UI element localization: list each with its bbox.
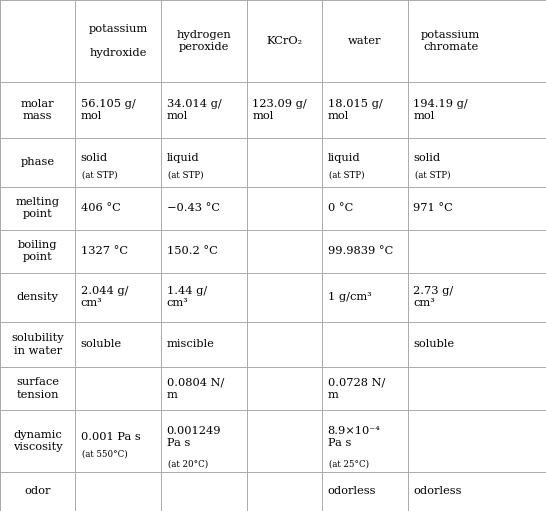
Text: potassium
chromate: potassium chromate — [421, 30, 480, 52]
Text: (at STP): (at STP) — [168, 171, 204, 180]
Text: dynamic
viscosity: dynamic viscosity — [13, 430, 62, 452]
Text: soluble: soluble — [81, 339, 122, 350]
Text: 18.015 g/
mol: 18.015 g/ mol — [328, 99, 382, 121]
Text: 0.001 Pa s: 0.001 Pa s — [81, 432, 140, 442]
Text: 0.0728 N/
m: 0.0728 N/ m — [328, 378, 385, 400]
Text: liquid: liquid — [328, 153, 360, 163]
Text: 0.0804 N/
m: 0.0804 N/ m — [167, 378, 224, 400]
Text: solubility
in water: solubility in water — [11, 333, 64, 356]
Text: hydrogen
peroxide: hydrogen peroxide — [176, 30, 232, 52]
Text: density: density — [17, 292, 58, 302]
Text: 1.44 g/
cm³: 1.44 g/ cm³ — [167, 286, 207, 308]
Text: 0 °C: 0 °C — [328, 203, 353, 213]
Text: 0.001249
Pa s: 0.001249 Pa s — [167, 426, 221, 448]
Text: melting
point: melting point — [16, 197, 60, 219]
Text: (at STP): (at STP) — [329, 171, 365, 180]
Text: surface
tension: surface tension — [16, 378, 59, 400]
Text: (at 20°C): (at 20°C) — [168, 459, 209, 468]
Text: phase: phase — [21, 157, 55, 167]
Text: miscible: miscible — [167, 339, 215, 350]
Text: potassium
 
hydroxide: potassium hydroxide — [88, 24, 148, 58]
Text: molar
mass: molar mass — [21, 99, 55, 121]
Text: KCrO₂: KCrO₂ — [266, 36, 302, 46]
Text: 194.19 g/
mol: 194.19 g/ mol — [413, 99, 468, 121]
Text: boiling
point: boiling point — [18, 240, 57, 262]
Text: 150.2 °C: 150.2 °C — [167, 246, 217, 256]
Text: 406 °C: 406 °C — [81, 203, 121, 213]
Text: (at 25°C): (at 25°C) — [329, 459, 369, 468]
Text: 56.105 g/
mol: 56.105 g/ mol — [81, 99, 135, 121]
Text: (at 550°C): (at 550°C) — [82, 450, 128, 459]
Text: 1 g/cm³: 1 g/cm³ — [328, 292, 371, 302]
Text: odor: odor — [25, 486, 51, 497]
Text: solid: solid — [413, 153, 441, 163]
Text: 99.9839 °C: 99.9839 °C — [328, 246, 393, 256]
Text: 2.73 g/
cm³: 2.73 g/ cm³ — [413, 286, 454, 308]
Text: 34.014 g/
mol: 34.014 g/ mol — [167, 99, 221, 121]
Text: odorless: odorless — [328, 486, 376, 497]
Text: (at STP): (at STP) — [415, 171, 450, 180]
Text: water: water — [348, 36, 382, 46]
Text: solid: solid — [81, 153, 108, 163]
Text: 971 °C: 971 °C — [413, 203, 453, 213]
Text: −0.43 °C: −0.43 °C — [167, 203, 219, 213]
Text: 1327 °C: 1327 °C — [81, 246, 128, 256]
Text: 2.044 g/
cm³: 2.044 g/ cm³ — [81, 286, 128, 308]
Text: (at STP): (at STP) — [82, 171, 118, 180]
Text: liquid: liquid — [167, 153, 199, 163]
Text: odorless: odorless — [413, 486, 462, 497]
Text: soluble: soluble — [413, 339, 454, 350]
Text: 123.09 g/
mol: 123.09 g/ mol — [252, 99, 307, 121]
Text: 8.9×10⁻⁴
Pa s: 8.9×10⁻⁴ Pa s — [328, 426, 381, 448]
